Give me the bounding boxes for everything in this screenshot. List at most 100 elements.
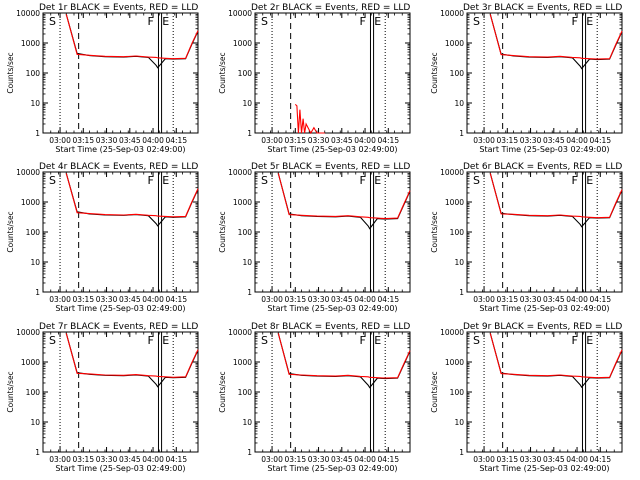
series-line-lld xyxy=(489,173,623,219)
detector-panel-2: Det 2r BLACK = Events, RED = LLD 1 10 100 10… xyxy=(218,3,411,154)
x-axis-label: Start Time (25-Sep-03 02:49:00) xyxy=(267,145,397,154)
series-line-lld xyxy=(489,14,623,60)
x-tick-label: 03:15 xyxy=(72,295,94,304)
event-marker-label: F xyxy=(571,174,577,187)
series-line-lld xyxy=(65,14,199,60)
detector-panel-1: Det 1r BLACK = Events, RED = LLD 1 10 100 10… xyxy=(6,3,199,154)
event-marker-label: E xyxy=(162,15,169,28)
series-line-events xyxy=(489,14,623,70)
event-marker-label: E xyxy=(374,334,381,347)
detector-panel-6: Det 6r BLACK = Events, RED = LLD 1 10 100 10… xyxy=(430,162,623,313)
plot-frame xyxy=(466,331,623,453)
y-axis-label: Counts/sec xyxy=(6,211,15,252)
x-tick-label: 03:45 xyxy=(331,455,353,464)
event-marker-label: S xyxy=(473,174,480,187)
y-tick-label: 10 xyxy=(242,418,252,427)
y-tick-label: 10000 xyxy=(440,9,464,18)
y-tick-label: 100 xyxy=(26,228,41,237)
y-tick-label: 1000 xyxy=(21,198,40,207)
y-tick-label: 1000 xyxy=(233,39,252,48)
event-marker-label: S xyxy=(261,174,268,187)
panel-title: Det 1r BLACK = Events, RED = LLD xyxy=(39,3,198,13)
x-axis-label: Start Time (25-Sep-03 02:49:00) xyxy=(479,145,609,154)
x-tick-label: 04:00 xyxy=(142,295,164,304)
x-tick-label: 04:15 xyxy=(589,295,611,304)
series-line-events xyxy=(277,173,411,230)
x-tick-label: 03:00 xyxy=(261,455,283,464)
y-tick-label: 1 xyxy=(35,288,40,297)
y-axis-label: Counts/sec xyxy=(430,371,439,412)
x-tick-label: 04:00 xyxy=(566,455,588,464)
x-tick-label: 03:45 xyxy=(331,295,353,304)
y-tick-label: 1 xyxy=(247,129,252,138)
x-tick-label: 03:45 xyxy=(331,136,353,145)
panel-title: Det 2r BLACK = Events, RED = LLD xyxy=(251,3,410,13)
panel-title: Det 3r BLACK = Events, RED = LLD xyxy=(463,3,622,13)
y-tick-label: 10000 xyxy=(16,328,40,337)
panel-title: Det 6r BLACK = Events, RED = LLD xyxy=(463,162,622,172)
y-axis-label: Counts/sec xyxy=(6,371,15,412)
y-tick-label: 100 xyxy=(238,69,253,78)
y-tick-label: 10 xyxy=(30,418,40,427)
x-tick-label: 03:15 xyxy=(284,136,306,145)
y-axis-label: Counts/sec xyxy=(218,371,227,412)
detector-panel-4: Det 4r BLACK = Events, RED = LLD 1 10 100 10… xyxy=(6,162,199,313)
plot-frame xyxy=(42,331,199,453)
x-tick-label: 04:15 xyxy=(377,295,399,304)
event-marker-label: E xyxy=(162,174,169,187)
y-axis-label: Counts/sec xyxy=(430,211,439,252)
y-tick-label: 100 xyxy=(450,388,465,397)
plot-frame xyxy=(254,331,411,453)
y-axis-label: Counts/sec xyxy=(430,52,439,93)
series-line-events xyxy=(489,333,623,389)
event-marker-label: F xyxy=(359,334,365,347)
detector-panel-8: Det 8r BLACK = Events, RED = LLD 1 10 100 10… xyxy=(218,322,411,473)
y-tick-label: 1000 xyxy=(445,39,464,48)
x-tick-label: 03:00 xyxy=(261,295,283,304)
x-tick-label: 04:15 xyxy=(377,455,399,464)
series-line-events xyxy=(65,14,199,69)
plot-frame xyxy=(466,12,623,134)
panel-title: Det 5r BLACK = Events, RED = LLD xyxy=(251,162,410,172)
x-tick-label: 03:45 xyxy=(119,455,141,464)
panel-title: Det 8r BLACK = Events, RED = LLD xyxy=(251,322,410,332)
y-tick-label: 1 xyxy=(459,448,464,457)
detector-panel-5: Det 5r BLACK = Events, RED = LLD 1 10 100 10… xyxy=(218,162,411,313)
panel-title: Det 7r BLACK = Events, RED = LLD xyxy=(39,322,198,332)
y-tick-label: 1000 xyxy=(21,358,40,367)
x-tick-label: 03:45 xyxy=(119,136,141,145)
event-marker-label: S xyxy=(49,174,56,187)
x-tick-label: 03:30 xyxy=(308,295,330,304)
event-marker-label: F xyxy=(147,15,153,28)
y-tick-label: 10000 xyxy=(16,168,40,177)
x-tick-label: 04:15 xyxy=(377,136,399,145)
x-tick-label: 04:00 xyxy=(354,136,376,145)
x-axis-label: Start Time (25-Sep-03 02:49:00) xyxy=(267,464,397,473)
y-tick-label: 10 xyxy=(30,99,40,108)
y-tick-label: 1000 xyxy=(21,39,40,48)
y-tick-label: 10 xyxy=(242,99,252,108)
x-tick-label: 03:00 xyxy=(473,136,495,145)
event-marker-label: F xyxy=(571,334,577,347)
series-line-lld xyxy=(65,333,199,378)
y-tick-label: 100 xyxy=(26,388,41,397)
x-tick-label: 03:15 xyxy=(496,295,518,304)
x-axis-label: Start Time (25-Sep-03 02:49:00) xyxy=(267,304,397,313)
x-tick-label: 03:30 xyxy=(308,455,330,464)
y-tick-label: 100 xyxy=(450,69,465,78)
x-tick-label: 04:15 xyxy=(165,136,187,145)
y-tick-label: 10000 xyxy=(440,328,464,337)
y-tick-label: 10000 xyxy=(16,9,40,18)
event-marker-label: E xyxy=(586,15,593,28)
series-line-lld xyxy=(65,173,199,218)
event-marker-label: S xyxy=(261,334,268,347)
x-tick-label: 04:00 xyxy=(354,455,376,464)
x-tick-label: 03:45 xyxy=(543,295,565,304)
x-axis-label: Start Time (25-Sep-03 02:49:00) xyxy=(55,145,185,154)
plot-frame xyxy=(466,171,623,293)
x-tick-label: 03:15 xyxy=(496,455,518,464)
y-tick-label: 100 xyxy=(238,388,253,397)
x-tick-label: 04:00 xyxy=(142,455,164,464)
event-marker-label: S xyxy=(49,15,56,28)
